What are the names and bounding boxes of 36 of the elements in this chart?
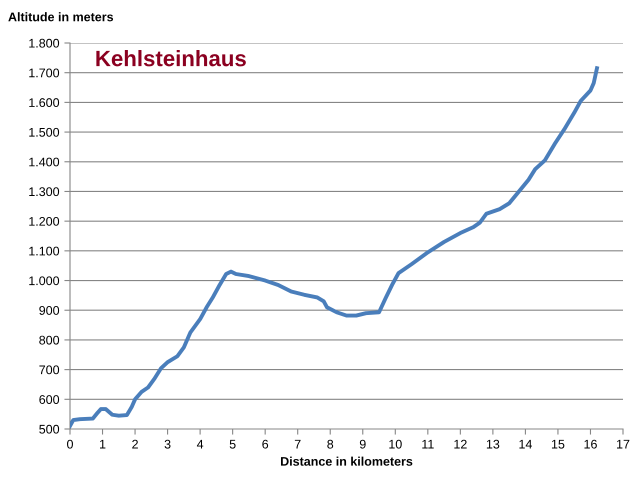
y-tick-label: 1.500 [29,128,60,137]
x-tick-label: 9 [360,440,366,449]
x-tick-label: 0 [67,440,73,449]
y-tick-label: 600 [39,395,60,404]
x-tick-label: 13 [486,440,500,449]
x-tick-label: 10 [389,440,402,449]
y-tick-label: 1.200 [29,216,60,226]
y-tick-label: 1.400 [29,158,60,166]
y-tick-label: 500 [39,424,60,434]
x-tick-label: 3 [164,440,171,449]
y-tick-label: 700 [39,365,60,374]
y-tick-label: 1.000 [29,276,60,286]
annotation: Kehlsteinhaus [96,50,246,66]
x-axis-title: Distance in kilometers [280,456,412,466]
x-tick-label: 4 [196,440,204,448]
x-tick-label: 14 [519,440,532,448]
x-tick-label: 8 [327,440,334,449]
x-tick-label: 2 [132,440,138,448]
y-tick-label: 900 [39,306,60,315]
y-tick-label: 1.100 [29,246,60,256]
x-tick-label: 15 [552,440,564,449]
x-tick-label: 1 [100,440,106,448]
x-tick-label: 12 [454,440,467,448]
x-tick-label: 16 [584,440,597,449]
y-tick-label: 1.600 [29,98,60,108]
y-tick-label: 1.300 [29,187,60,196]
x-tick-label: 5 [230,440,236,449]
x-tick-label: 11 [422,440,434,448]
y-tick-label: 800 [39,336,60,345]
x-tick-label: 17 [617,440,630,448]
x-tick-label: 6 [262,440,268,449]
line-series [70,66,599,428]
y-axis-title: Altitude in meters [8,12,114,22]
y-tick-label: 1.700 [29,68,60,78]
y-tick-label: 1.800 [29,38,60,48]
x-tick-label: 7 [294,440,301,448]
